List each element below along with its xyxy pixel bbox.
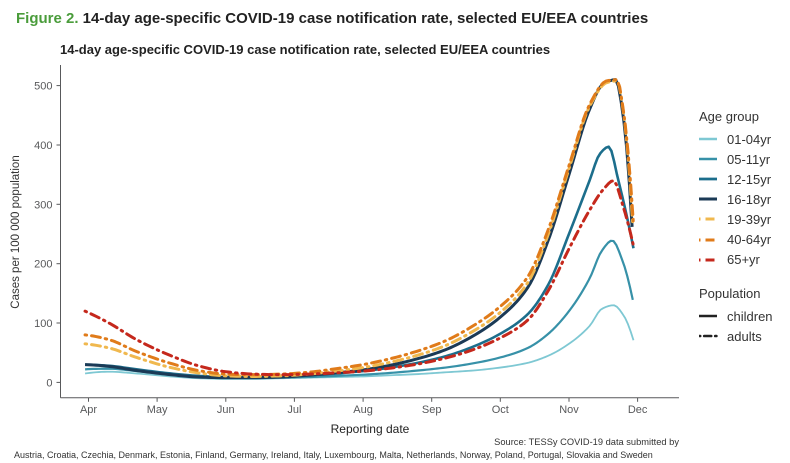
svg-text:Jul: Jul — [287, 404, 301, 416]
svg-text:Oct: Oct — [492, 404, 509, 416]
svg-text:Jun: Jun — [217, 404, 235, 416]
svg-text:Apr: Apr — [80, 404, 97, 416]
svg-text:300: 300 — [34, 199, 52, 211]
svg-text:500: 500 — [34, 81, 52, 93]
svg-text:400: 400 — [34, 140, 52, 152]
svg-text:Nov: Nov — [559, 404, 579, 416]
svg-text:0: 0 — [46, 377, 52, 389]
svg-text:Sep: Sep — [422, 404, 442, 416]
svg-text:100: 100 — [34, 318, 52, 330]
svg-text:May: May — [147, 404, 168, 416]
svg-text:200: 200 — [34, 259, 52, 271]
svg-text:Dec: Dec — [628, 404, 648, 416]
svg-text:Aug: Aug — [353, 404, 373, 416]
